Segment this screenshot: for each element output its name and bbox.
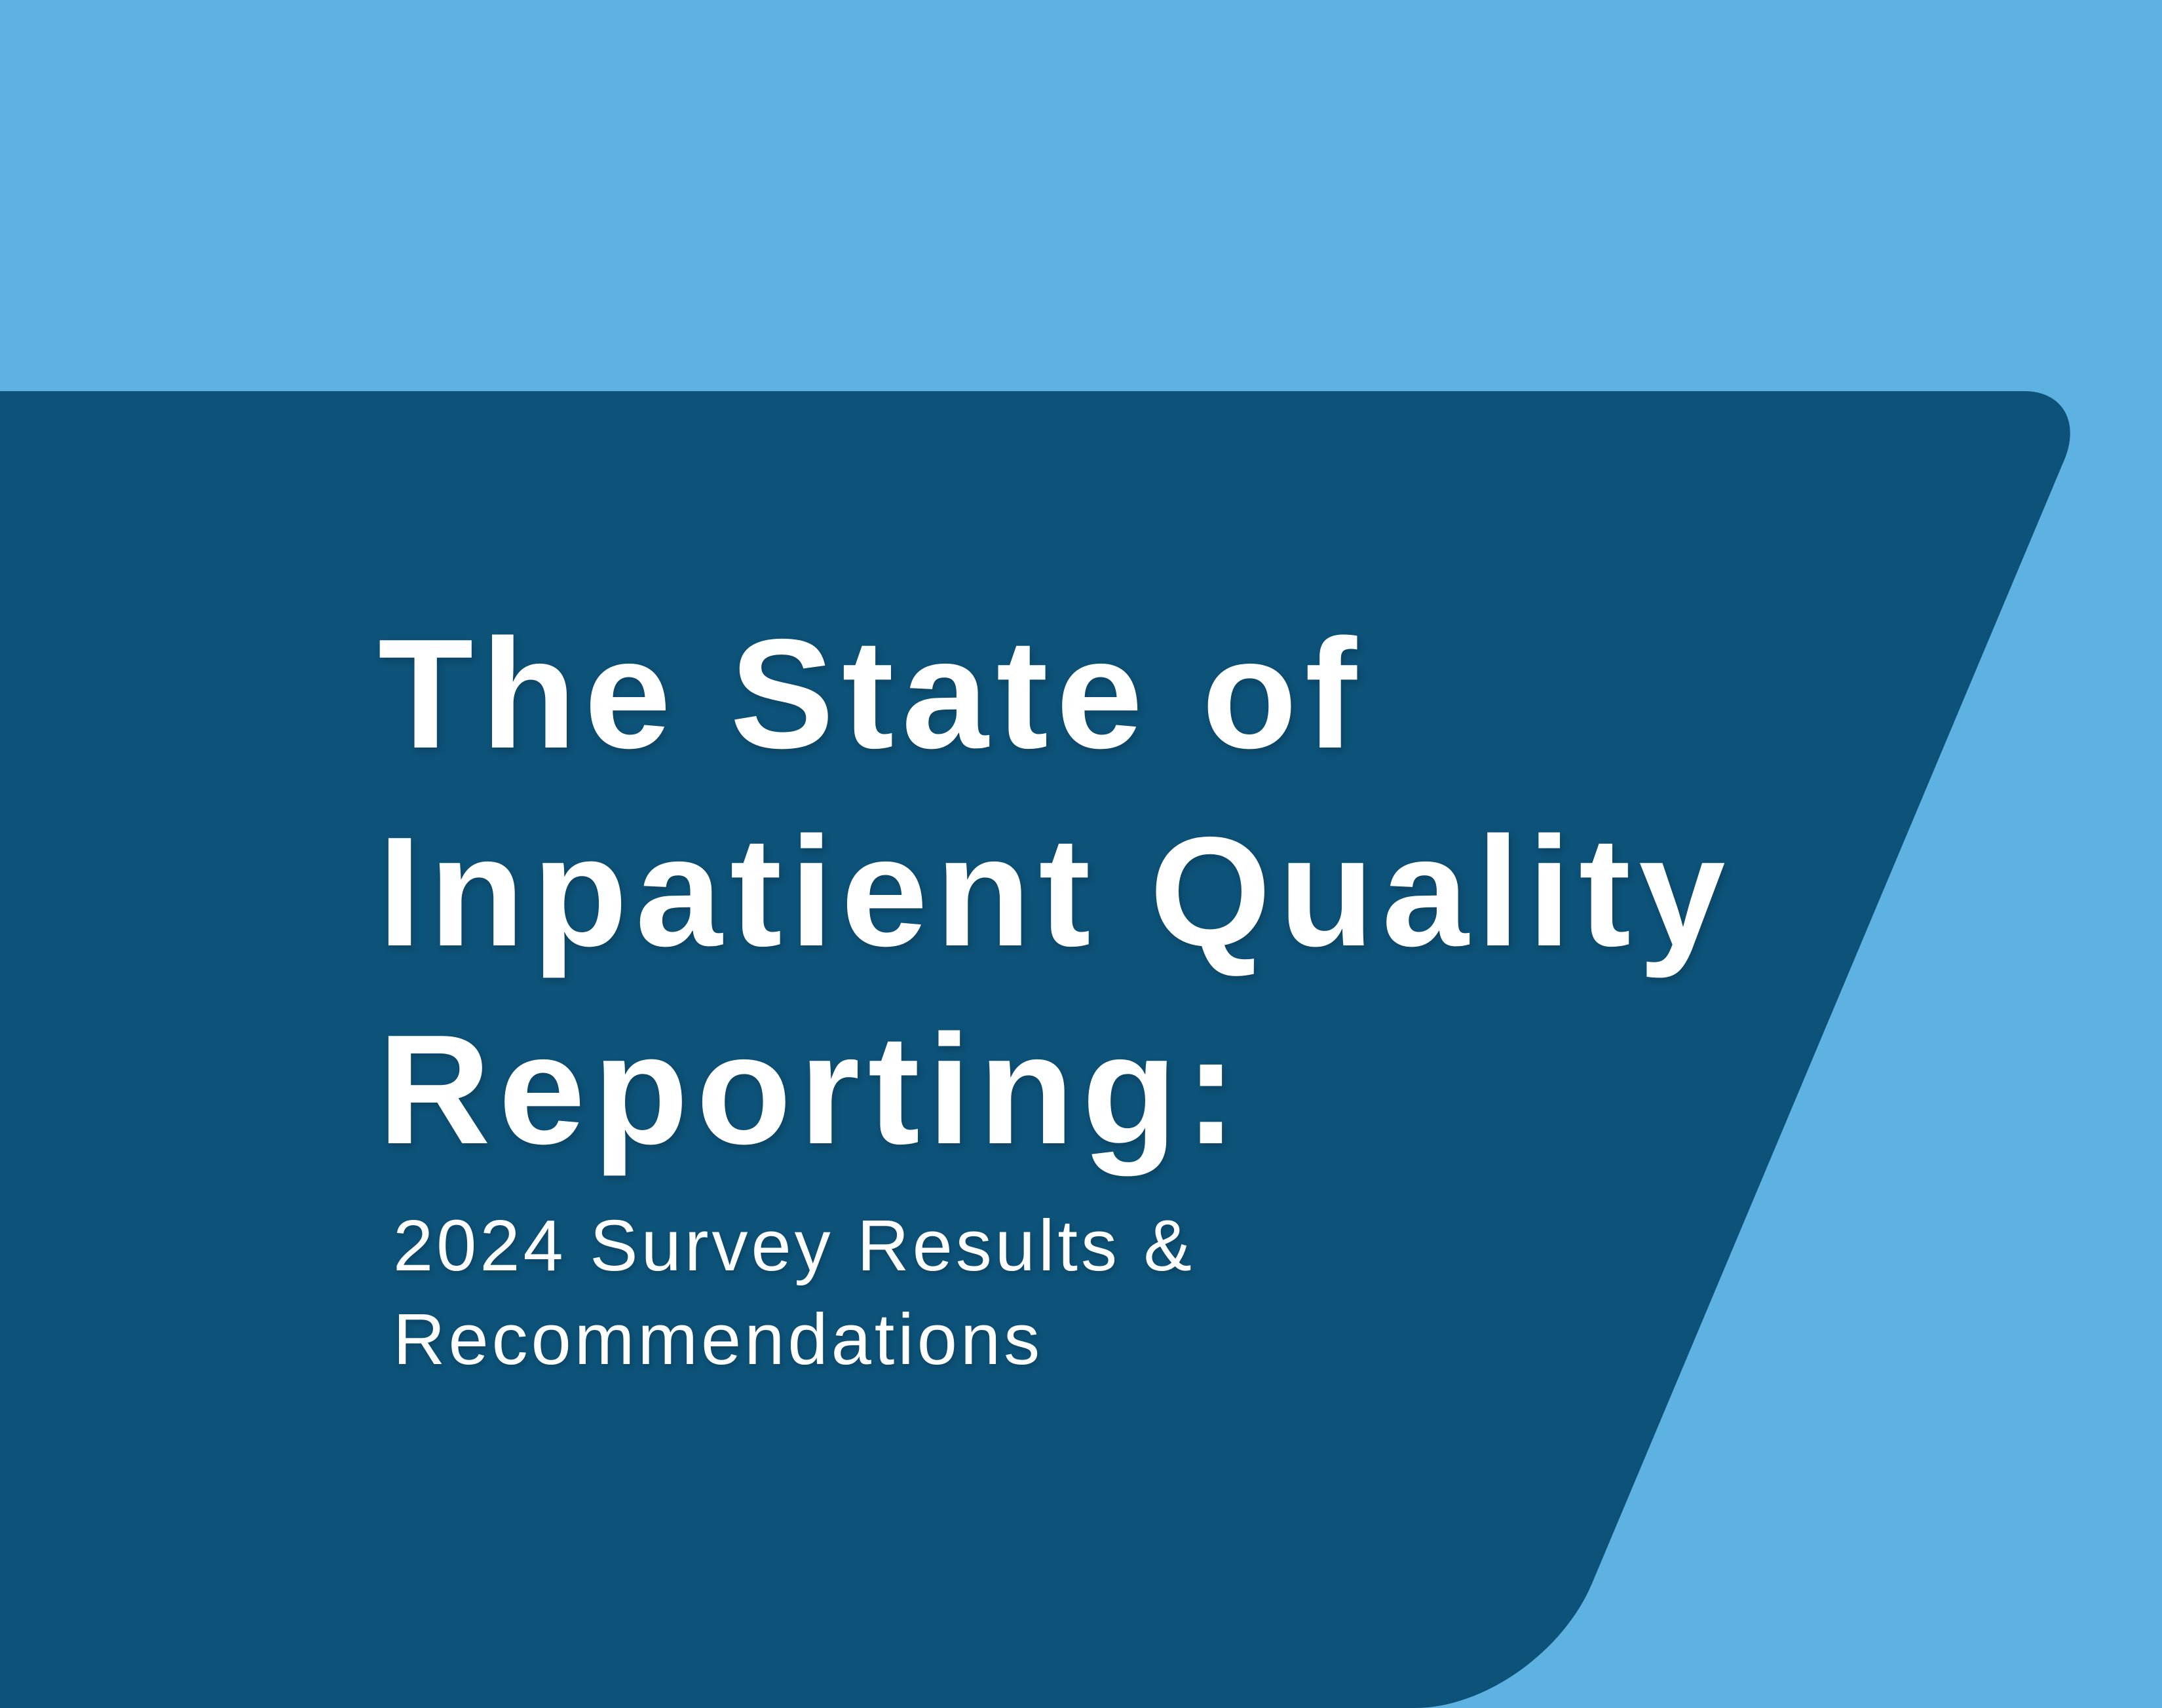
- subtitle-line-2: Recommendations: [393, 1299, 1044, 1380]
- cover-text-block: The State of Inpatient Quality Reporting…: [378, 596, 1734, 1386]
- report-cover-page: The State of Inpatient Quality Reporting…: [0, 391, 2094, 1708]
- title-line-2: Inpatient Quality: [378, 805, 1734, 979]
- title-line-1: The State of: [378, 607, 1365, 781]
- subtitle-line-1: 2024 Survey Results &: [393, 1205, 1195, 1286]
- page-title: The State of Inpatient Quality Reporting…: [378, 596, 1734, 1189]
- title-line-3: Reporting:: [378, 1003, 1245, 1177]
- page-subtitle: 2024 Survey Results & Recommendations: [393, 1199, 1195, 1386]
